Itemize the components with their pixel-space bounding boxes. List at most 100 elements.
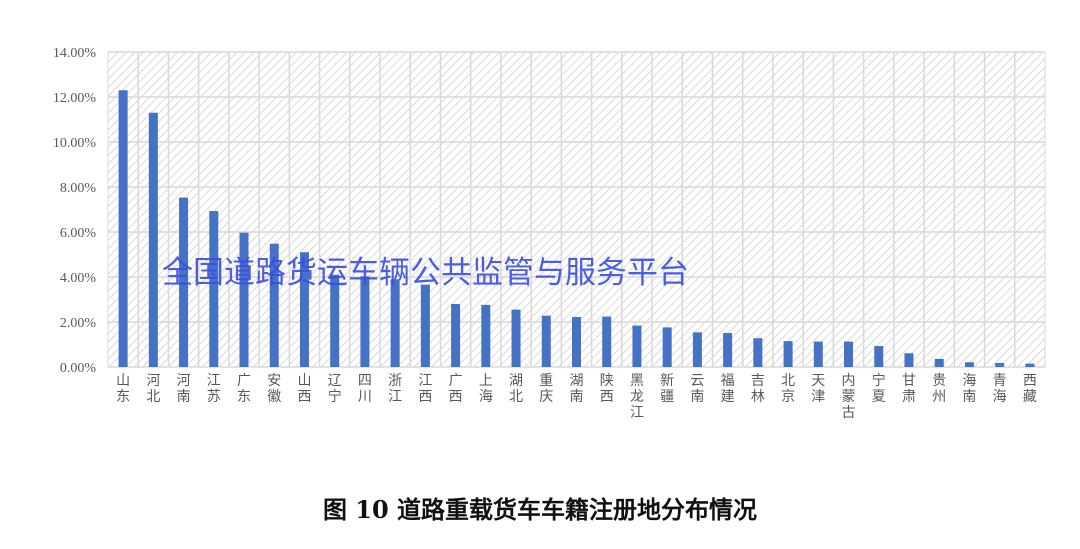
- x-tick-label: 内蒙古: [842, 373, 856, 421]
- x-tick-char: 北: [781, 373, 795, 389]
- bar-江西: [420, 284, 430, 367]
- plot-area: [107, 51, 1046, 368]
- x-tick-char: 南: [690, 389, 704, 405]
- x-tick-label: 湖南: [570, 373, 584, 405]
- x-tick-char: 古: [842, 405, 856, 421]
- x-tick-label: 广西: [449, 373, 463, 405]
- x-tick-label: 海南: [962, 373, 976, 405]
- y-axis-ticks: 0.00% 2.00% 4.00% 6.00% 8.00% 10.00% 12.00% 14.…: [53, 46, 97, 376]
- y-tick-label: 12.00%: [53, 91, 97, 106]
- x-tick-char: 西: [600, 389, 614, 405]
- x-tick-char: 林: [751, 389, 765, 405]
- x-tick-label: 湖北: [509, 373, 523, 405]
- x-tick-char: 海: [479, 389, 493, 405]
- x-tick-char: 疆: [660, 389, 674, 405]
- x-tick-label: 山东: [116, 373, 130, 405]
- x-tick-char: 海: [962, 373, 976, 389]
- x-tick-char: 广: [449, 373, 463, 389]
- x-tick-char: 黑: [630, 373, 644, 389]
- x-tick-char: 云: [690, 373, 704, 389]
- x-tick-label: 四川: [358, 373, 372, 405]
- x-tick-char: 津: [811, 389, 825, 405]
- x-tick-label: 北京: [781, 373, 795, 405]
- x-tick-label: 河南: [177, 373, 191, 405]
- x-tick-label: 新疆: [660, 373, 674, 405]
- bar-甘肃: [904, 353, 914, 367]
- bar-辽宁: [330, 274, 340, 367]
- bar-云南: [692, 332, 702, 367]
- bar-黑龙江: [632, 325, 642, 367]
- x-tick-char: 重: [539, 373, 553, 389]
- x-tick-char: 内: [842, 373, 856, 389]
- x-tick-label: 福建: [721, 373, 735, 405]
- x-tick-label: 安徽: [267, 373, 281, 405]
- x-tick-char: 南: [177, 389, 191, 405]
- chart-caption: 图 10 道路重载货车车籍注册地分布情况: [322, 495, 758, 524]
- x-tick-label: 云南: [690, 373, 704, 405]
- x-tick-label: 天津: [811, 373, 825, 405]
- x-tick-char: 夏: [872, 389, 886, 405]
- x-tick-label: 广东: [237, 373, 251, 405]
- watermark: 全国道路货运车辆公共监管与服务平台: [162, 255, 689, 291]
- bar-山西: [299, 252, 309, 367]
- y-tick-label: 8.00%: [60, 181, 97, 196]
- bar-山东: [118, 90, 128, 367]
- x-tick-char: 徽: [267, 389, 281, 405]
- x-tick-char: 西: [449, 389, 463, 405]
- x-tick-char: 四: [358, 373, 372, 389]
- x-tick-label: 山西: [297, 373, 311, 405]
- x-tick-label: 重庆: [539, 373, 553, 405]
- bar-重庆: [541, 315, 551, 367]
- bars: [118, 90, 1035, 367]
- x-tick-char: 贵: [932, 373, 946, 389]
- bar-四川: [360, 276, 370, 367]
- x-tick-char: 吉: [751, 373, 765, 389]
- x-tick-label: 江西: [418, 373, 432, 405]
- bar-广东: [239, 232, 249, 367]
- x-tick-char: 建: [721, 389, 735, 405]
- x-tick-char: 南: [962, 389, 976, 405]
- y-tick-label: 0.00%: [60, 361, 97, 376]
- bar-北京: [783, 341, 793, 367]
- x-tick-char: 宁: [328, 388, 342, 405]
- bar-安徽: [269, 243, 279, 367]
- x-tick-char: 京: [781, 389, 795, 405]
- x-tick-char: 东: [116, 389, 130, 405]
- x-tick-char: 川: [358, 389, 372, 405]
- x-tick-char: 东: [237, 389, 251, 405]
- x-tick-char: 江: [388, 389, 402, 405]
- x-tick-char: 江: [207, 373, 221, 389]
- x-tick-label: 吉林: [751, 373, 765, 405]
- x-tick-char: 广: [237, 373, 251, 389]
- gridlines: [108, 51, 1045, 368]
- x-tick-char: 宁: [872, 372, 886, 389]
- x-tick-label: 上海: [479, 373, 493, 405]
- x-tick-char: 西: [418, 389, 432, 405]
- bar-吉林: [753, 338, 763, 367]
- bar-chart: 0.00% 2.00% 4.00% 6.00% 8.00% 10.00% 12.00% 14.…: [53, 46, 1046, 421]
- x-tick-label: 甘肃: [902, 373, 916, 405]
- x-tick-char: 河: [177, 373, 191, 389]
- bar-陕西: [602, 316, 612, 367]
- x-tick-label: 陕西: [600, 373, 614, 405]
- x-tick-char: 龙: [630, 389, 644, 405]
- bar-青海: [995, 362, 1005, 367]
- bar-河南: [179, 197, 189, 367]
- x-tick-char: 辽: [328, 373, 342, 389]
- x-tick-char: 河: [146, 373, 160, 389]
- bar-福建: [723, 333, 733, 367]
- y-tick-label: 6.00%: [60, 226, 97, 241]
- x-tick-char: 肃: [902, 389, 916, 405]
- x-tick-label: 河北: [146, 373, 160, 405]
- x-tick-char: 浙: [388, 373, 402, 389]
- x-tick-char: 西: [1023, 373, 1037, 389]
- x-axis-ticks: 山东河北河南江苏广东安徽山西辽宁四川浙江江西广西上海湖北重庆湖南陕西黑龙江新疆云…: [116, 372, 1037, 421]
- y-tick-label: 10.00%: [53, 136, 97, 151]
- x-tick-char: 北: [146, 389, 160, 405]
- bar-新疆: [662, 327, 672, 367]
- bar-天津: [813, 341, 823, 367]
- y-tick-label: 14.00%: [53, 46, 97, 61]
- x-tick-char: 新: [660, 373, 674, 389]
- x-tick-char: 甘: [902, 373, 916, 389]
- x-tick-label: 浙江: [388, 373, 402, 405]
